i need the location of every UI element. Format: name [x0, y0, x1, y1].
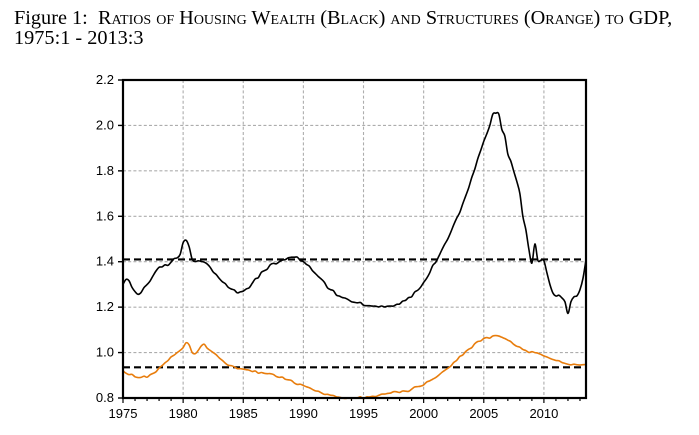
svg-text:1.8: 1.8	[96, 163, 114, 178]
svg-text:1995: 1995	[349, 406, 378, 421]
svg-text:1.4: 1.4	[96, 254, 114, 269]
svg-text:2010: 2010	[529, 406, 558, 421]
svg-text:1.0: 1.0	[96, 345, 114, 360]
svg-text:2.2: 2.2	[96, 72, 114, 87]
svg-text:1975: 1975	[109, 406, 138, 421]
svg-text:1985: 1985	[229, 406, 258, 421]
svg-text:0.8: 0.8	[96, 390, 114, 405]
svg-text:1990: 1990	[289, 406, 318, 421]
svg-text:2005: 2005	[469, 406, 498, 421]
svg-text:1.2: 1.2	[96, 299, 114, 314]
svg-text:1980: 1980	[169, 406, 198, 421]
svg-text:1.6: 1.6	[96, 208, 114, 223]
svg-text:2.0: 2.0	[96, 117, 114, 132]
svg-text:2000: 2000	[409, 406, 438, 421]
